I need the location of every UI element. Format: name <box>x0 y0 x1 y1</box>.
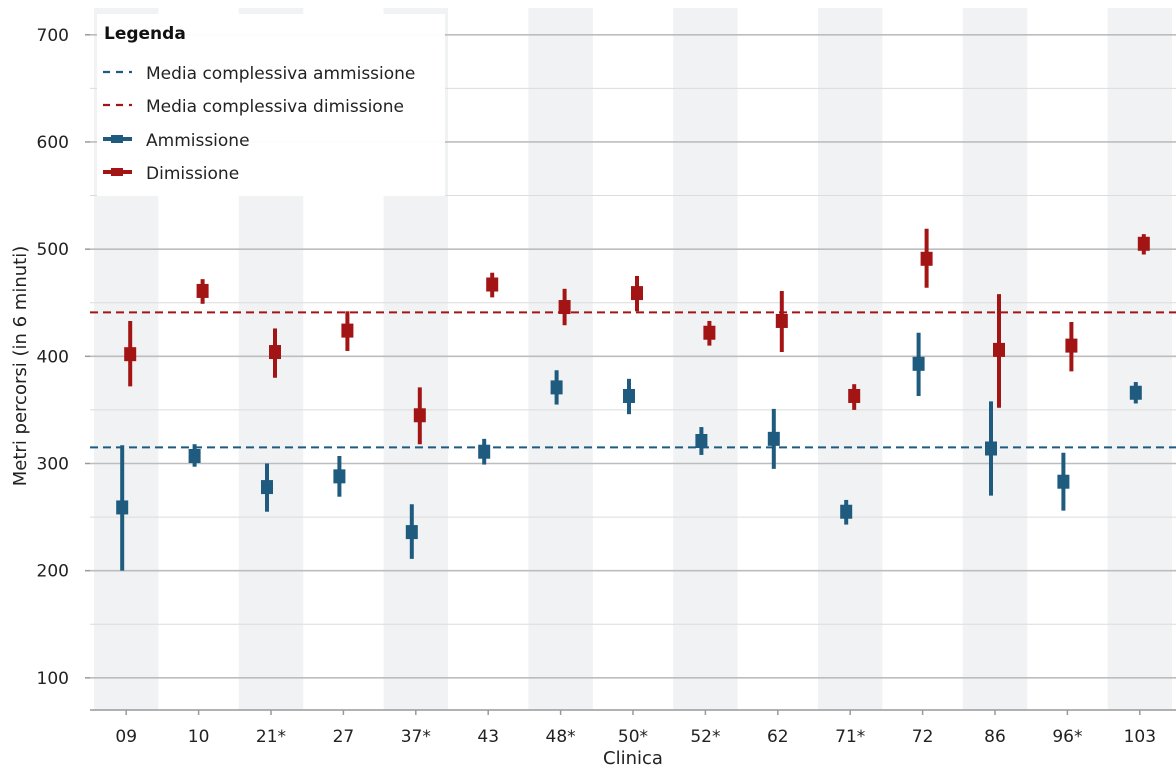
point-marker <box>703 325 716 340</box>
point-marker <box>558 300 571 315</box>
category-band <box>528 8 593 710</box>
category-band <box>673 8 738 710</box>
category-band <box>1107 8 1172 710</box>
point-marker <box>188 448 201 463</box>
legend: Legenda Media complessiva ammissione Med… <box>97 14 445 196</box>
x-tick-label: 86 <box>984 727 1006 747</box>
legend-label-admission: Ammissione <box>146 131 250 151</box>
x-tick-label: 96* <box>1052 727 1082 747</box>
point-marker <box>767 431 780 446</box>
y-tick-label: 300 <box>37 454 69 474</box>
y-tick-label: 500 <box>37 240 69 260</box>
point-marker <box>486 277 499 292</box>
x-axis-title: Clinica <box>603 748 663 767</box>
point-marker <box>920 251 933 266</box>
point-marker <box>985 441 997 456</box>
point-marker <box>341 323 354 338</box>
point-marker <box>912 356 925 371</box>
x-tick-label: 21* <box>256 727 286 747</box>
y-tick-label: 600 <box>37 133 69 153</box>
x-tick-label: 103 <box>1124 727 1156 747</box>
point-marker <box>1057 474 1070 489</box>
point-marker <box>269 345 281 360</box>
point-marker <box>478 444 491 459</box>
y-tick-label: 700 <box>37 26 69 46</box>
legend-label-mean-admission: Media complessiva ammissione <box>146 64 415 84</box>
point-marker <box>333 469 346 484</box>
x-axis-ticks: 09 10 21* 27 37* 43 48* 50* 52* 62 71* 72 86 96* 103 <box>115 710 1156 747</box>
x-tick-label: 62 <box>767 727 789 747</box>
legend-swatch-marker <box>111 168 123 176</box>
legend-box <box>97 14 445 196</box>
point-marker <box>116 500 129 515</box>
y-tick-label: 200 <box>37 562 69 582</box>
legend-label-mean-discharge: Media complessiva dimissione <box>146 97 404 117</box>
legend-swatch-marker <box>111 135 123 143</box>
point-marker <box>775 313 788 328</box>
x-tick-label: 43 <box>477 727 499 747</box>
x-tick-label: 09 <box>115 727 137 747</box>
point-marker <box>405 525 418 540</box>
y-axis-title: Metri percorsi (in 6 minuti) <box>10 246 31 486</box>
point-marker <box>1137 236 1150 251</box>
x-tick-label: 10 <box>188 727 210 747</box>
x-tick-label: 37* <box>401 727 431 747</box>
point-marker <box>550 380 563 395</box>
point-marker <box>840 504 853 519</box>
point-marker <box>1129 385 1142 400</box>
point-marker <box>413 408 426 423</box>
legend-title: Legenda <box>104 24 186 44</box>
x-tick-label: 48* <box>546 727 576 747</box>
point-marker <box>124 347 137 362</box>
legend-label-discharge: Dimissione <box>146 164 239 184</box>
x-tick-label: 52* <box>690 727 720 747</box>
legend-swatch-discharge <box>103 168 132 176</box>
x-tick-label: 50* <box>618 727 648 747</box>
point-marker <box>631 286 643 301</box>
point-marker <box>261 480 273 495</box>
y-tick-label: 100 <box>37 669 69 689</box>
y-axis-ticks: 100 200 300 400 500 600 700 <box>37 26 90 689</box>
point-marker <box>993 342 1005 357</box>
x-tick-label: 71* <box>835 727 865 747</box>
x-tick-label: 27 <box>333 727 355 747</box>
error-bar-marks <box>116 228 1150 571</box>
x-tick-label: 72 <box>912 727 934 747</box>
category-band <box>962 8 1028 710</box>
y-tick-label: 400 <box>37 347 69 367</box>
point-marker <box>1065 338 1078 353</box>
legend-swatch-admission <box>103 135 132 143</box>
point-marker <box>623 388 635 403</box>
category-band <box>818 8 883 710</box>
point-marker <box>695 433 708 448</box>
point-marker <box>196 283 209 298</box>
point-marker <box>848 388 861 403</box>
